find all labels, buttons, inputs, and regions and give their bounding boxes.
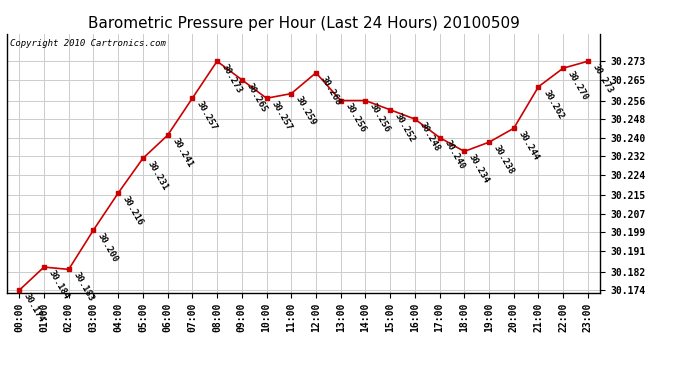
Text: 30.183: 30.183 <box>72 271 95 303</box>
Text: 30.273: 30.273 <box>591 63 615 95</box>
Text: 30.257: 30.257 <box>269 100 293 132</box>
Text: 30.262: 30.262 <box>541 88 565 120</box>
Text: 30.238: 30.238 <box>492 144 515 176</box>
Text: 30.184: 30.184 <box>47 268 70 301</box>
Title: Barometric Pressure per Hour (Last 24 Hours) 20100509: Barometric Pressure per Hour (Last 24 Ho… <box>88 16 520 31</box>
Text: Copyright 2010 Cartronics.com: Copyright 2010 Cartronics.com <box>10 39 166 48</box>
Text: 30.259: 30.259 <box>294 95 318 128</box>
Text: 30.200: 30.200 <box>96 231 120 264</box>
Text: 30.256: 30.256 <box>344 102 367 134</box>
Text: 30.265: 30.265 <box>244 81 268 114</box>
Text: 30.244: 30.244 <box>517 130 540 162</box>
Text: 30.256: 30.256 <box>368 102 392 134</box>
Text: 30.241: 30.241 <box>170 136 195 169</box>
Text: 30.270: 30.270 <box>566 69 590 102</box>
Text: 30.216: 30.216 <box>121 195 145 227</box>
Text: 30.248: 30.248 <box>417 120 442 153</box>
Text: 30.240: 30.240 <box>442 139 466 171</box>
Text: 30.174: 30.174 <box>22 292 46 324</box>
Text: 30.268: 30.268 <box>319 74 343 106</box>
Text: 30.234: 30.234 <box>467 153 491 185</box>
Text: 30.273: 30.273 <box>220 63 244 95</box>
Text: 30.231: 30.231 <box>146 160 170 192</box>
Text: 30.257: 30.257 <box>195 100 219 132</box>
Text: 30.252: 30.252 <box>393 111 417 144</box>
